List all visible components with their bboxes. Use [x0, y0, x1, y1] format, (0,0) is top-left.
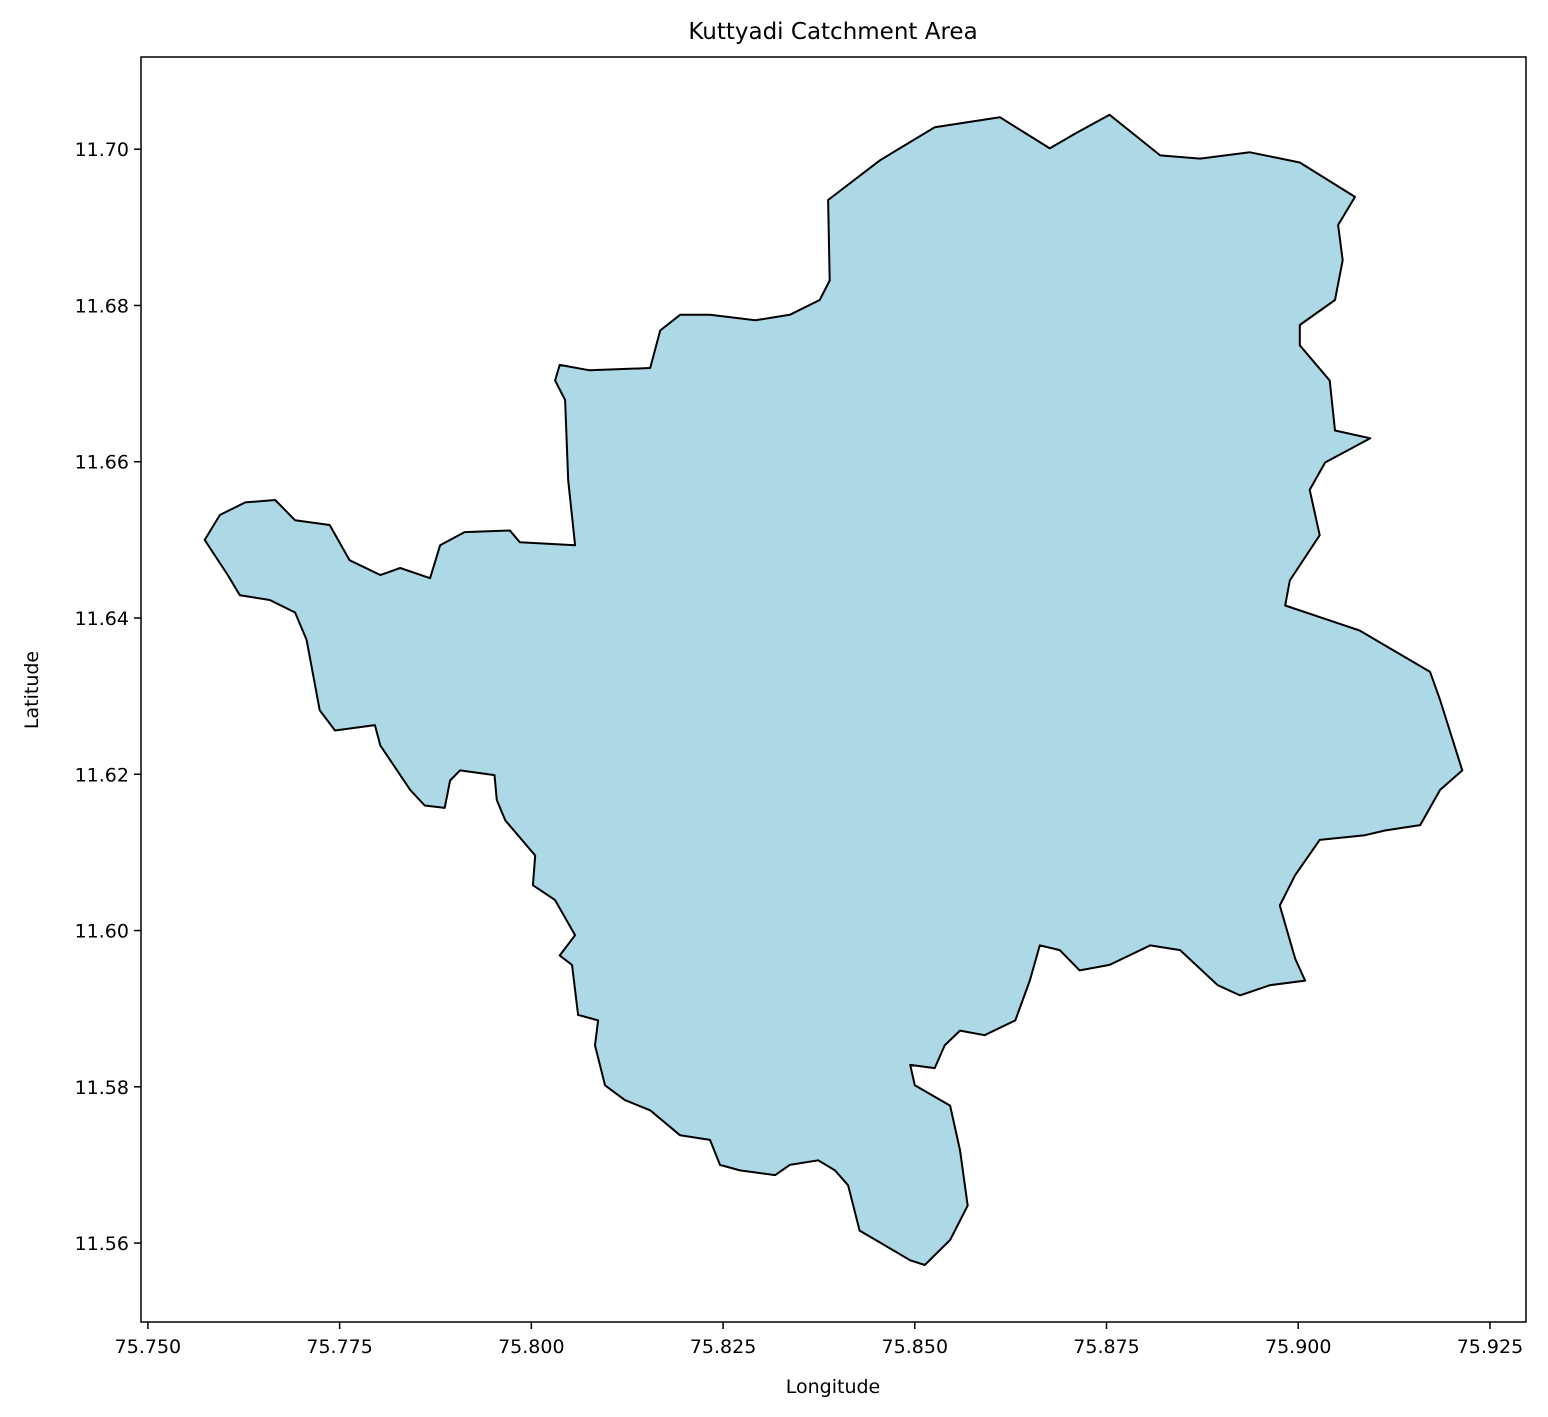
y-tick-label: 11.56 — [75, 1233, 129, 1255]
y-tick-label: 11.62 — [75, 764, 129, 786]
plot-frame — [140, 56, 1527, 1323]
x-tick-label: 75.750 — [115, 1336, 181, 1358]
x-tick-label: 75.850 — [882, 1336, 948, 1358]
x-tick-label: 75.825 — [690, 1336, 756, 1358]
x-tick-label: 75.775 — [306, 1336, 372, 1358]
y-tick-label: 11.60 — [75, 921, 129, 943]
y-tick-label: 11.58 — [75, 1077, 129, 1099]
y-axis-label: Latitude — [21, 651, 43, 729]
y-tick-label: 11.64 — [75, 608, 129, 630]
x-tick-label: 75.925 — [1457, 1336, 1523, 1358]
x-tick-label: 75.900 — [1265, 1336, 1331, 1358]
x-tick-label: 75.800 — [498, 1336, 564, 1358]
x-axis-label: Longitude — [786, 1376, 881, 1398]
x-tick-label: 75.875 — [1073, 1336, 1139, 1358]
y-tick-label: 11.68 — [75, 295, 129, 317]
y-tick-label: 11.66 — [75, 452, 129, 474]
catchment-area — [203, 113, 1464, 1266]
chart-title: Kuttyadi Catchment Area — [688, 19, 977, 45]
y-tick-label: 11.70 — [75, 139, 129, 161]
